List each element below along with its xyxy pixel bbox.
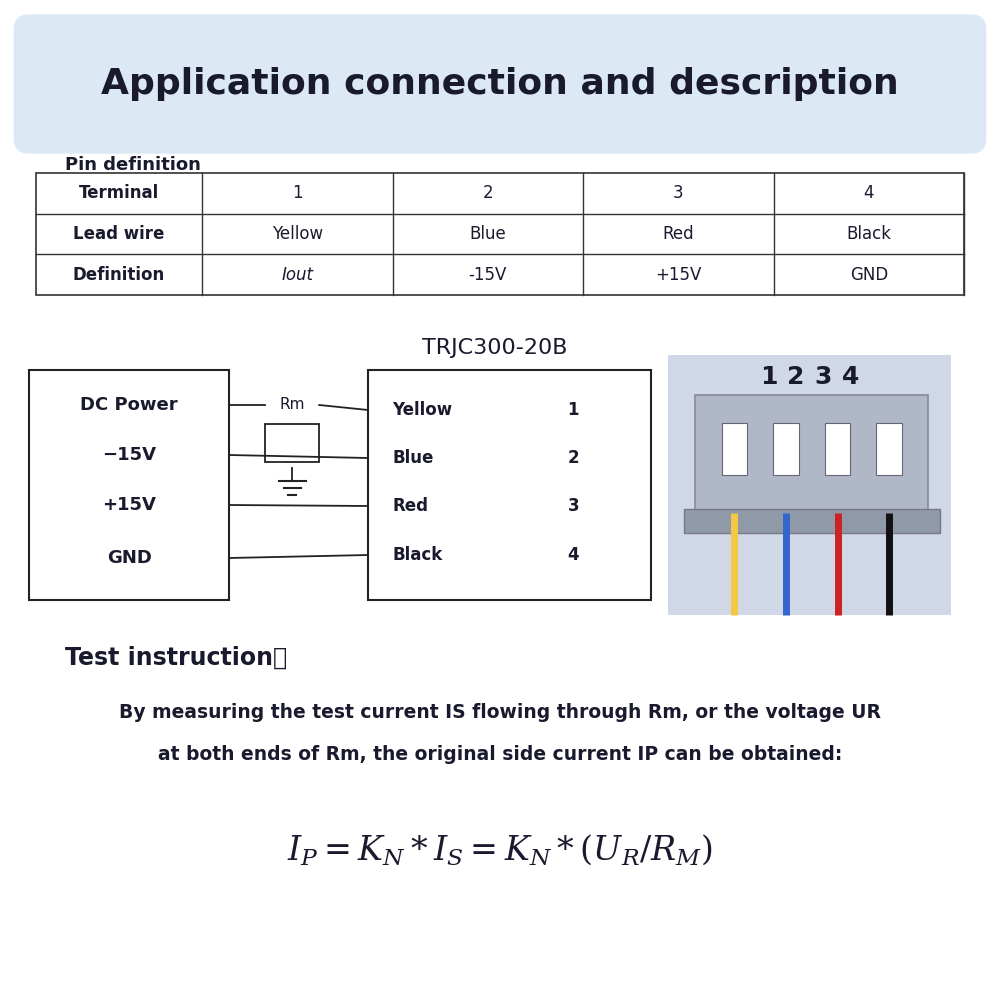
Bar <box>29 370 229 600</box>
Text: −15V: −15V <box>102 446 156 464</box>
Text: +15V: +15V <box>655 266 702 284</box>
Text: Yellow: Yellow <box>272 225 323 243</box>
Bar <box>265 424 319 462</box>
Text: GND: GND <box>107 549 152 567</box>
Text: Yellow: Yellow <box>393 401 453 419</box>
Bar <box>668 355 951 615</box>
Text: 1: 1 <box>568 401 579 419</box>
Text: +15V: +15V <box>102 496 156 514</box>
Text: 1: 1 <box>292 184 303 202</box>
Text: Black: Black <box>846 225 891 243</box>
Text: 4: 4 <box>864 184 874 202</box>
Text: Terminal: Terminal <box>79 184 159 202</box>
Bar <box>36 173 964 295</box>
Text: Blue: Blue <box>469 225 506 243</box>
Text: Red: Red <box>393 497 429 515</box>
Text: -15V: -15V <box>469 266 507 284</box>
Text: $I_P = K_N * I_S = K_N * (U_R/R_M)$: $I_P = K_N * I_S = K_N * (U_R/R_M)$ <box>287 833 713 867</box>
Bar <box>773 423 799 475</box>
Text: Rm: Rm <box>280 397 305 412</box>
Text: Blue: Blue <box>393 449 434 467</box>
Text: Red: Red <box>663 225 694 243</box>
Bar <box>722 423 747 475</box>
Text: Iout: Iout <box>281 266 313 284</box>
Text: 2: 2 <box>787 365 805 389</box>
Text: 4: 4 <box>567 546 579 564</box>
FancyBboxPatch shape <box>14 15 986 153</box>
Text: at both ends of Rm, the original side current IP can be obtained:: at both ends of Rm, the original side cu… <box>158 745 842 764</box>
Text: 2: 2 <box>567 449 579 467</box>
Text: Pin definition: Pin definition <box>65 156 201 174</box>
Text: Definition: Definition <box>73 266 165 284</box>
Text: TRJC300-20B: TRJC300-20B <box>422 338 568 358</box>
Text: Application connection and description: Application connection and description <box>101 67 899 101</box>
Text: 1: 1 <box>760 365 777 389</box>
Text: 2: 2 <box>482 184 493 202</box>
Text: Lead wire: Lead wire <box>73 225 165 243</box>
Bar <box>684 509 940 533</box>
Text: 4: 4 <box>842 365 860 389</box>
Text: 3: 3 <box>815 365 832 389</box>
Text: 3: 3 <box>673 184 684 202</box>
Text: DC Power: DC Power <box>80 396 178 414</box>
Bar <box>876 423 902 475</box>
Text: By measuring the test current IS flowing through Rm, or the voltage UR: By measuring the test current IS flowing… <box>119 702 881 722</box>
Bar <box>368 370 651 600</box>
Text: GND: GND <box>850 266 888 284</box>
Text: 3: 3 <box>567 497 579 515</box>
Bar <box>695 395 928 513</box>
Text: Black: Black <box>393 546 443 564</box>
Text: Test instruction：: Test instruction： <box>65 646 287 670</box>
Bar <box>825 423 850 475</box>
